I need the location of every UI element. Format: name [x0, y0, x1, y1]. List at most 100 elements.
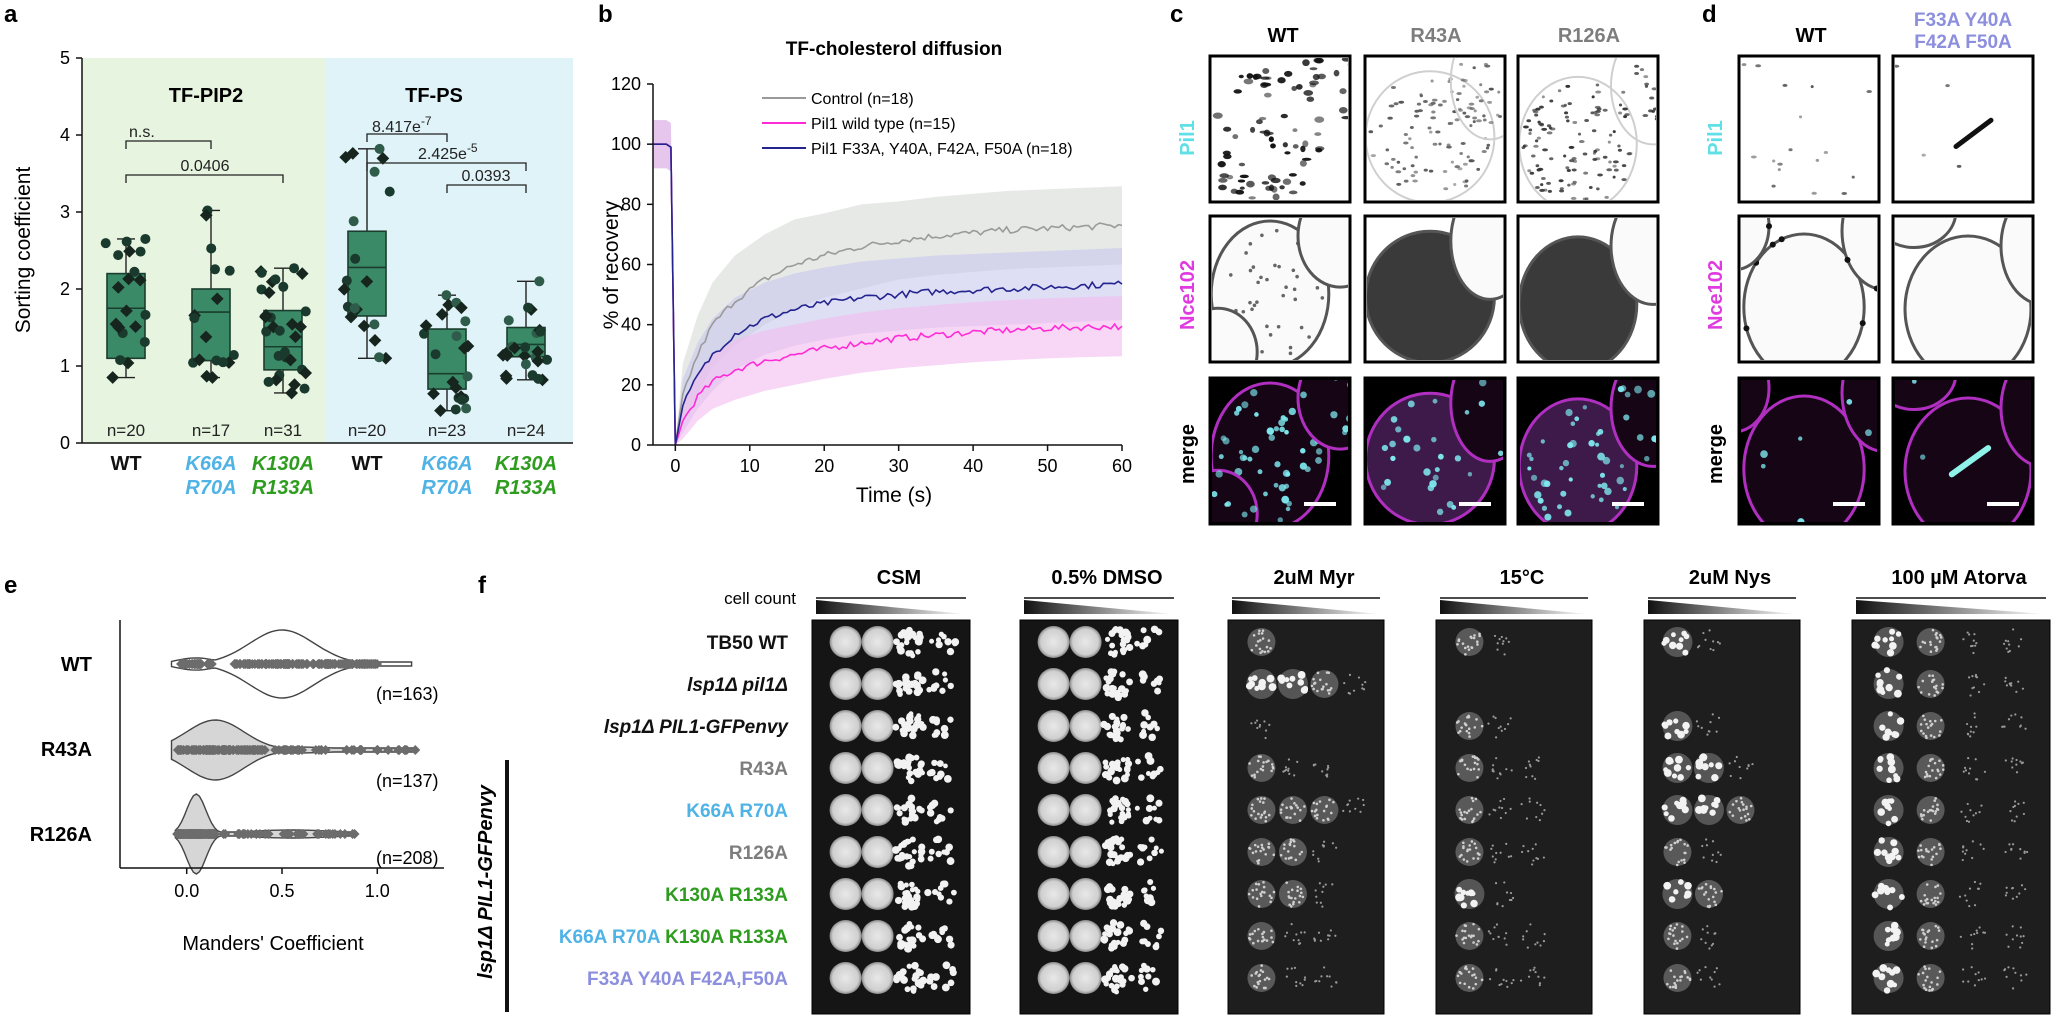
punctum [1303, 89, 1314, 96]
x-label-5-line2: R70A [421, 477, 472, 499]
colony [1503, 653, 1506, 656]
colony [1711, 942, 1715, 945]
data-point [198, 829, 209, 839]
colony [1263, 978, 1267, 981]
merge-punctum [1624, 391, 1631, 398]
colony [1256, 726, 1259, 730]
x-label-6: K130A [495, 453, 557, 475]
punctum [1300, 145, 1306, 153]
merge-punctum [1247, 456, 1253, 462]
data-point [374, 352, 385, 363]
punctum [1466, 155, 1470, 159]
colony [1924, 979, 1927, 982]
colony [1477, 939, 1480, 943]
punctum [1655, 37, 1659, 40]
colony [1674, 985, 1678, 989]
colony [1936, 803, 1939, 807]
colony [2011, 886, 2014, 890]
colony [1702, 856, 1705, 859]
colony [916, 630, 923, 638]
colony-spot [1037, 710, 1070, 742]
colony [1535, 758, 1538, 762]
colony [1698, 969, 1701, 972]
colony [1522, 935, 1525, 938]
punctum [1443, 187, 1449, 191]
colony [1711, 840, 1715, 843]
colony [905, 753, 913, 761]
colony [1262, 885, 1266, 889]
colony [1474, 982, 1478, 986]
merge-punctum [1315, 448, 1323, 455]
merge-punctum [1241, 401, 1249, 409]
nce102-punctum [1265, 324, 1269, 329]
punctum [1661, 126, 1666, 129]
colony [1298, 900, 1301, 904]
colony [1921, 971, 1925, 975]
row-label-pil1: Pil1 [1177, 120, 1199, 156]
strain-label-1: TB50 WT [707, 633, 789, 654]
colony [1252, 809, 1256, 813]
cell-outline [1610, 58, 1656, 146]
colony [1106, 895, 1114, 904]
punctum [1409, 125, 1414, 129]
punctum [1591, 129, 1597, 133]
colony [1675, 863, 1679, 867]
colony [1891, 847, 1899, 856]
punctum [1299, 181, 1306, 186]
colony [1890, 921, 1899, 930]
colony [1883, 987, 1891, 994]
punctum [1584, 197, 1589, 200]
punctum [1456, 92, 1462, 96]
colony [927, 855, 934, 862]
colony [2008, 843, 2011, 846]
merge-punctum [1193, 498, 1198, 503]
colony [1286, 682, 1293, 689]
punctum [1567, 183, 1571, 187]
colony [1973, 633, 1976, 636]
merge-punctum [1273, 426, 1280, 432]
colony [1255, 986, 1258, 989]
colony [1708, 629, 1711, 632]
colony [1312, 687, 1315, 691]
data-point [211, 355, 222, 366]
colony [943, 774, 952, 783]
colony [1459, 816, 1462, 820]
colony [1934, 899, 1937, 903]
data-point [186, 659, 197, 669]
punctum [1468, 159, 1475, 163]
data-point [542, 354, 553, 365]
colony [926, 770, 934, 777]
colony [1257, 927, 1260, 931]
condition-1: CSM [877, 567, 921, 589]
punctum [1223, 126, 1232, 132]
colony [1293, 801, 1296, 805]
colony [1290, 967, 1293, 970]
nce102-punctum [1259, 275, 1263, 280]
colony [1101, 938, 1108, 944]
colony [1887, 711, 1893, 717]
punctum [1528, 128, 1533, 132]
colony [1505, 768, 1508, 771]
colony [1299, 887, 1303, 891]
colony [945, 935, 954, 943]
colony [1264, 819, 1268, 823]
colony [932, 668, 940, 676]
colony [1938, 970, 1942, 973]
colony [1668, 896, 1676, 903]
colony [1919, 723, 1923, 726]
cell-membrane [1449, 218, 1503, 301]
colony [1874, 635, 1881, 642]
colony [1264, 736, 1267, 740]
punctum [1295, 83, 1303, 90]
punctum [1482, 118, 1487, 122]
micrograph-c-wt-pil1 [1208, 54, 1352, 204]
colony [1287, 758, 1291, 761]
punctum [1565, 166, 1570, 170]
punctum [1539, 105, 1544, 109]
punctum [1256, 119, 1263, 125]
colony [1251, 932, 1254, 936]
colony [1322, 685, 1325, 689]
colony [1923, 775, 1927, 779]
x-label-3: K130A [252, 453, 314, 475]
colony [1877, 755, 1884, 762]
